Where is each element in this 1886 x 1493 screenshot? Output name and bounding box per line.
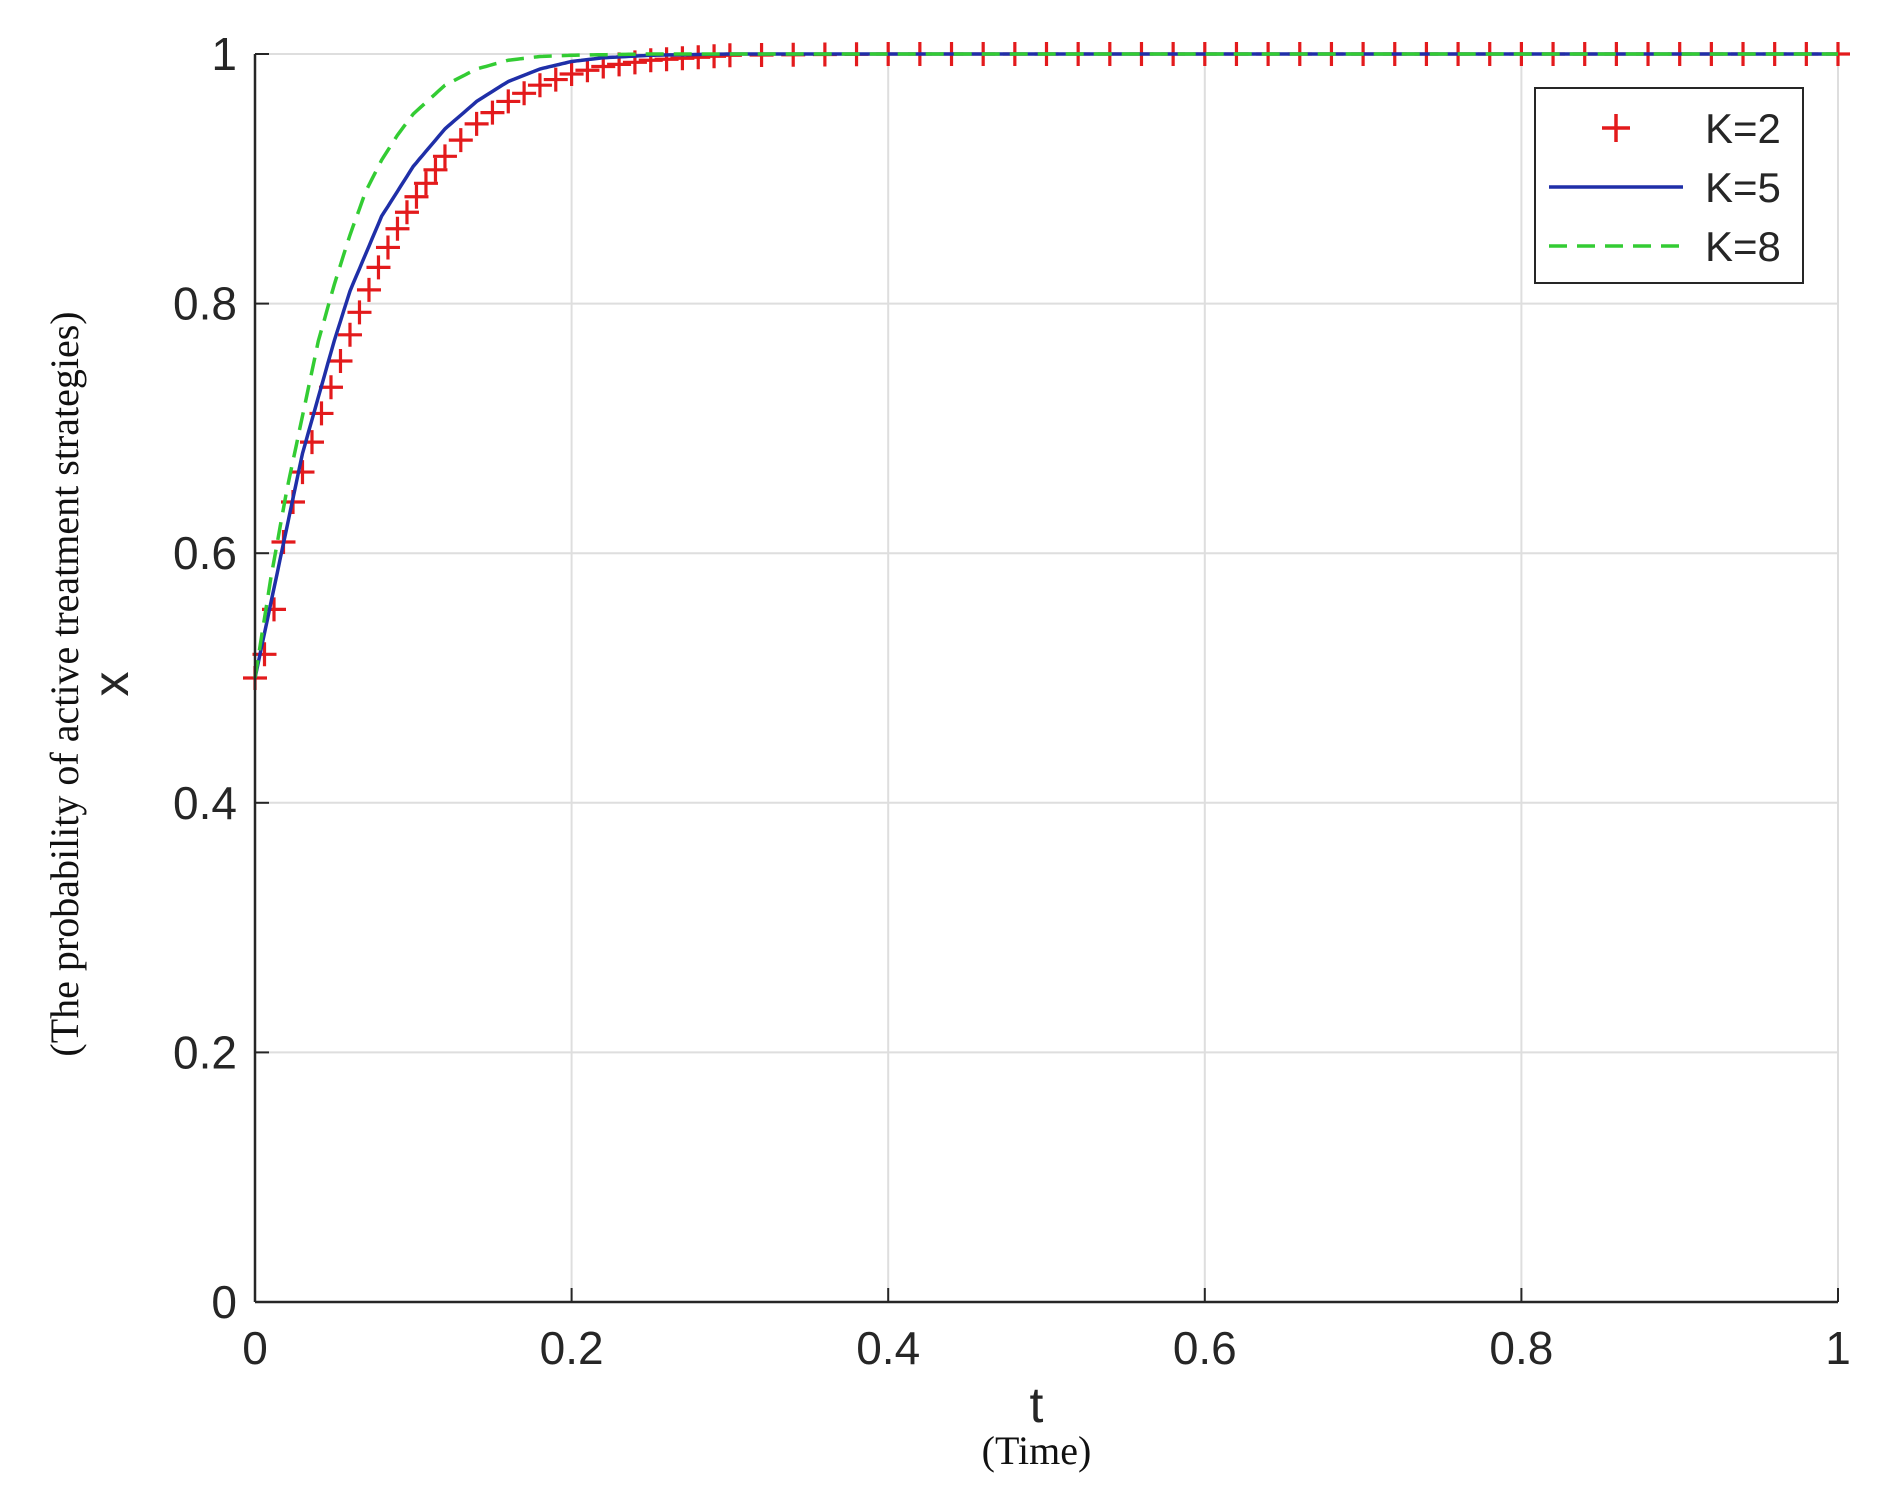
data-point (413, 171, 438, 196)
y-tick-label: 0 (211, 1276, 237, 1328)
data-point (512, 81, 537, 106)
data-point (252, 642, 277, 667)
legend-marker-k2 (1602, 114, 1630, 142)
series-k8-line (253, 52, 1838, 679)
x-tick-label: 0.8 (1489, 1322, 1553, 1374)
legend-label: K=5 (1705, 164, 1781, 211)
data-point (527, 73, 552, 98)
data-point (432, 144, 457, 169)
y-tick-label: 0.8 (173, 278, 237, 330)
legend-label: K=8 (1705, 223, 1781, 270)
tick-labels: 0 0.2 0.4 0.6 0.8 1 0 0.2 0.4 0.6 0.8 1 (173, 28, 1851, 1374)
data-point (404, 184, 429, 209)
data-point (356, 277, 381, 302)
data-point (448, 128, 473, 153)
data-point (394, 200, 419, 225)
data-point (318, 375, 343, 400)
x-tick-label: 0.4 (856, 1322, 920, 1374)
data-point (496, 89, 521, 114)
data-point (337, 322, 362, 347)
x-tick-label: 0.6 (1173, 1322, 1237, 1374)
y-tick-label: 1 (211, 28, 237, 80)
data-point (375, 235, 400, 260)
data-point (464, 111, 489, 136)
data-point (347, 300, 372, 325)
x-tick-label: 0.2 (540, 1322, 604, 1374)
data-point (559, 61, 584, 86)
y-tick-label: 0.2 (173, 1026, 237, 1078)
data-point (543, 67, 568, 92)
x-tick-label: 1 (1825, 1322, 1851, 1374)
x-axis-label: t (1030, 1377, 1044, 1433)
y-axis-sublabel: (The probability of active treatment str… (42, 311, 87, 1056)
y-axis-label: x (83, 672, 139, 697)
legend: K=2 K=5 K=8 (1534, 87, 1804, 284)
data-point (328, 349, 353, 374)
data-point (480, 100, 505, 125)
data-point (575, 58, 600, 83)
data-point (290, 460, 315, 485)
data-point (423, 157, 448, 182)
legend-label: K=2 (1705, 105, 1781, 152)
axes (253, 53, 1839, 1304)
y-tick-label: 0.4 (173, 777, 237, 829)
series-layer (243, 42, 1850, 690)
x-tick-label: 0 (242, 1322, 268, 1374)
data-point (366, 255, 391, 280)
data-point (385, 216, 410, 241)
y-tick-label: 0.6 (173, 527, 237, 579)
x-axis-sublabel: (Time) (982, 1428, 1092, 1473)
